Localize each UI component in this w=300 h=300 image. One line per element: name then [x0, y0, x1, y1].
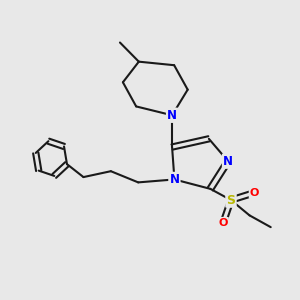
Text: O: O	[250, 188, 259, 198]
Text: N: N	[167, 109, 177, 122]
Text: N: N	[169, 173, 179, 186]
Text: S: S	[226, 194, 236, 207]
Text: O: O	[218, 218, 228, 228]
Text: N: N	[223, 155, 233, 168]
